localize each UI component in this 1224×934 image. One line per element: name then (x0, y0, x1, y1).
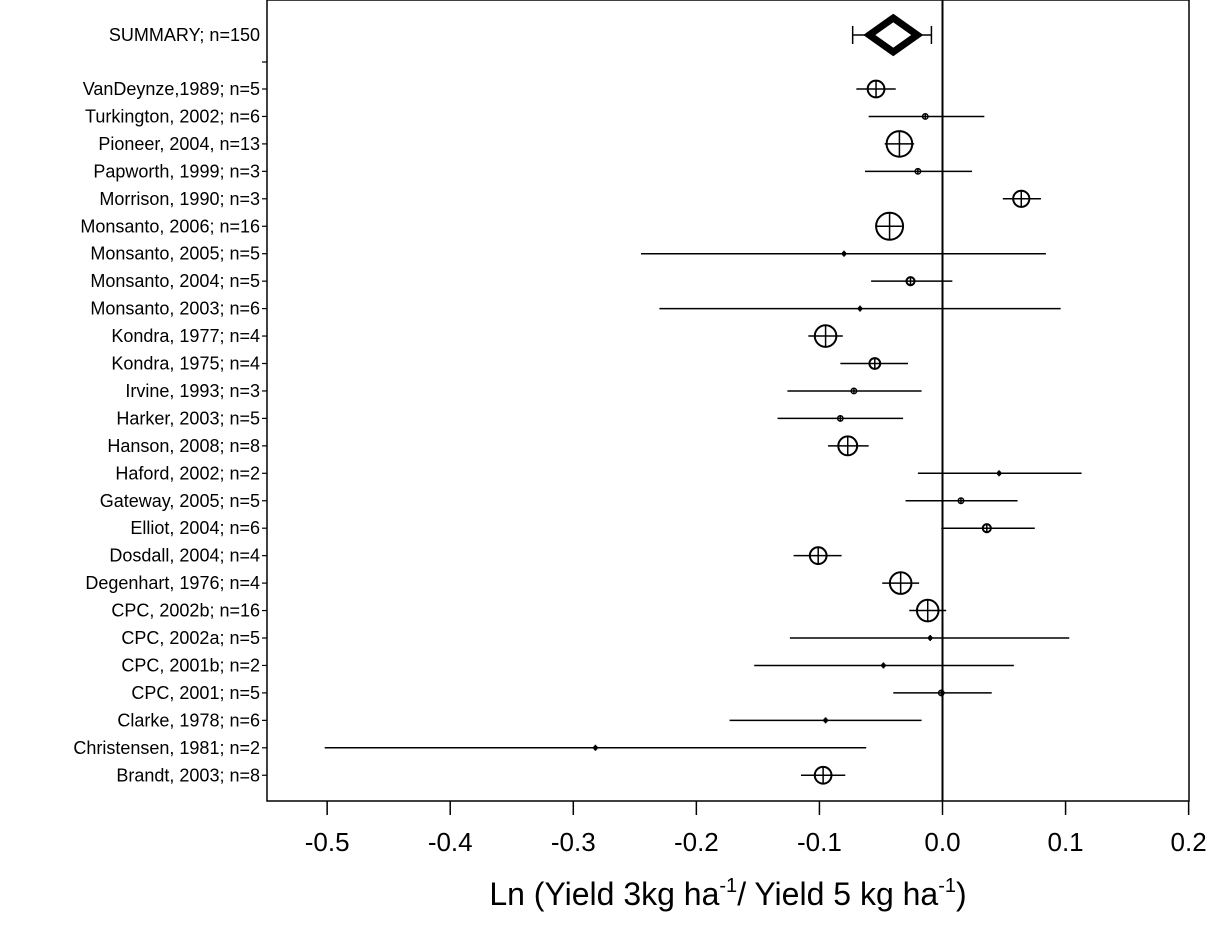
study-row: CPC, 2002a; n=5 (121, 628, 1070, 648)
study-row: Haford, 2002; n=2 (115, 463, 1082, 483)
study-label: Monsanto, 2006; n=16 (80, 216, 260, 236)
x-tick-label: -0.5 (305, 827, 350, 857)
x-tick-label: 0.0 (924, 827, 960, 857)
x-tick-label: -0.1 (797, 827, 842, 857)
study-label: CPC, 2001b; n=2 (121, 655, 260, 675)
summary-diamond (863, 13, 924, 57)
study-row: Monsanto, 2005; n=5 (90, 244, 1046, 264)
plot-frame (266, 0, 1190, 802)
study-row: CPC, 2002b; n=16 (111, 598, 947, 623)
study-label: Degenhart, 1976; n=4 (85, 573, 260, 593)
study-label: Hanson, 2008; n=8 (107, 436, 260, 456)
study-row: CPC, 2001b; n=2 (121, 655, 1014, 675)
summary-label: SUMMARY; n=150 (109, 25, 260, 45)
study-label: Monsanto, 2003; n=6 (90, 299, 260, 319)
study-label: Brandt, 2003; n=8 (116, 765, 260, 785)
studies: VanDeynze,1989; n=5 Turkington, 2002; n=6… (73, 79, 1082, 785)
study-label: Haford, 2002; n=2 (115, 463, 260, 483)
study-row: Brandt, 2003; n=8 (116, 765, 846, 785)
x-axis-title-prefix: Ln (Yield 3kg ha (489, 876, 719, 912)
study-row: Harker, 2003; n=5 (116, 408, 904, 428)
study-label: Kondra, 1975; n=4 (111, 354, 260, 374)
x-axis-title-mid: / Yield 5 kg ha (737, 876, 938, 912)
study-row: Gateway, 2005; n=5 (100, 491, 1018, 511)
x-axis-title-sup2: -1 (938, 875, 956, 897)
x-tick-label: -0.2 (674, 827, 719, 857)
study-label: Turkington, 2002; n=6 (85, 106, 260, 126)
x-tick-label: -0.4 (428, 827, 473, 857)
x-tick-label: 0.2 (1171, 827, 1207, 857)
study-row: Kondra, 1975; n=4 (111, 354, 909, 374)
study-row: Hanson, 2008; n=8 (107, 435, 869, 457)
study-label: CPC, 2002b; n=16 (111, 601, 260, 621)
study-label: CPC, 2002a; n=5 (121, 628, 260, 648)
study-row: CPC, 2001; n=5 (131, 683, 992, 703)
study-row: VanDeynze,1989; n=5 (83, 79, 896, 99)
study-row: Clarke, 1978; n=6 (117, 710, 922, 730)
study-label: Dosdall, 2004; n=4 (109, 546, 260, 566)
study-label: Monsanto, 2005; n=5 (90, 244, 260, 264)
study-label: CPC, 2001; n=5 (131, 683, 260, 703)
study-row: Monsanto, 2006; n=16 (80, 211, 905, 241)
study-row: Monsanto, 2003; n=6 (90, 299, 1061, 319)
study-label: Pioneer, 2004, n=13 (98, 134, 260, 154)
study-label: Morrison, 1990; n=3 (99, 189, 260, 209)
study-label: Christensen, 1981; n=2 (73, 738, 260, 758)
study-label: Gateway, 2005; n=5 (100, 491, 260, 511)
study-row: Pioneer, 2004, n=13 (98, 130, 915, 158)
summary-row: SUMMARY; n=150 (109, 13, 933, 57)
study-label: Clarke, 1978; n=6 (117, 710, 260, 730)
study-row: Kondra, 1977; n=4 (111, 324, 843, 348)
study-label: Monsanto, 2004; n=5 (90, 271, 260, 291)
study-label: Papworth, 1999; n=3 (93, 161, 260, 181)
x-axis-title-suffix: ) (956, 876, 967, 912)
x-tick-label: 0.1 (1047, 827, 1083, 857)
x-axis: -0.5 -0.4 -0.3 -0.2 -0.1 0.0 0.1 0.2 (262, 61, 1207, 857)
x-axis-title: Ln (Yield 3kg ha-1/ Yield 5 kg ha-1) (489, 875, 966, 912)
study-row: Dosdall, 2004; n=4 (109, 546, 842, 566)
study-row: Degenhart, 1976; n=4 (85, 571, 920, 595)
study-label: Elliot, 2004; n=6 (130, 518, 260, 538)
study-row: Irvine, 1993; n=3 (125, 381, 922, 401)
x-axis-title-sup1: -1 (719, 875, 737, 897)
study-label: Kondra, 1977; n=4 (111, 326, 260, 346)
x-tick-label: -0.3 (551, 827, 596, 857)
study-label: VanDeynze,1989; n=5 (83, 79, 260, 99)
study-label: Harker, 2003; n=5 (116, 408, 260, 428)
study-row: Turkington, 2002; n=6 (85, 106, 985, 126)
study-row: Christensen, 1981; n=2 (73, 738, 867, 758)
study-row: Papworth, 1999; n=3 (93, 161, 973, 181)
study-row: Elliot, 2004; n=6 (130, 518, 1035, 538)
study-label: Irvine, 1993; n=3 (125, 381, 260, 401)
study-row: Morrison, 1990; n=3 (99, 189, 1041, 209)
study-row: Monsanto, 2004; n=5 (90, 271, 953, 291)
